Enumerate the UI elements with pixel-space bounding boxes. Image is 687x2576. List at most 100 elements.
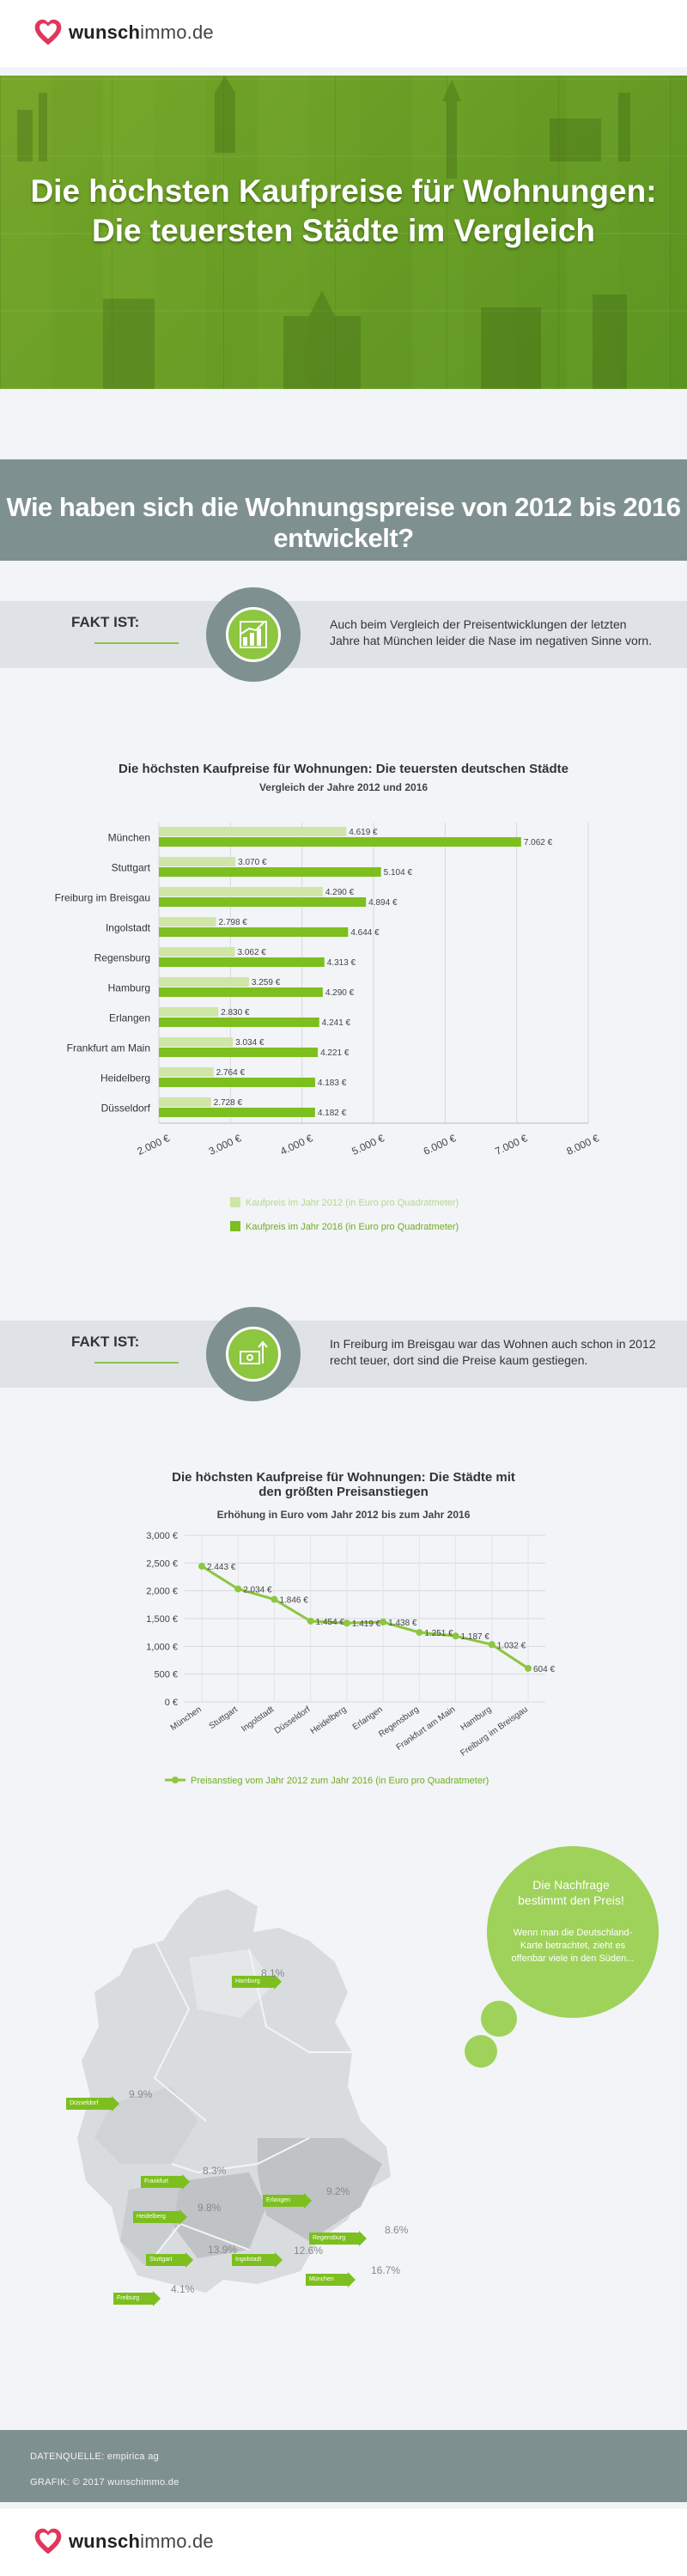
x-tick-label: Heidelberg [309,1704,349,1736]
x-tick-label: 7.000 € [493,1132,529,1157]
brand-name: wunschimmo.de [69,21,214,43]
fact-text: In Freiburg im Breisgau war das Wohnen a… [330,1337,656,1367]
map-pct-hamburg: 8.1% [261,1967,285,1979]
question-heading: Wie haben sich die Wohnungspreise von 20… [6,492,681,553]
category-label: Erlangen [109,1012,150,1024]
bar-value-label: 4.619 € [349,828,378,837]
data-label: 1.187 € [461,1632,490,1642]
thought-bubble-dot [481,2001,517,2037]
bar-value-label: 4.644 € [350,928,380,938]
bar-value-label: 7.062 € [524,838,553,848]
map-pct-heidelberg: 9.8% [198,2202,222,2214]
y-tick-label: 2,000 € [146,1587,178,1597]
hero-banner: Die höchsten Kaufpreise für Wohnungen: Di… [0,76,687,389]
fact-bar-1: FAKT IST: Auch beim Vergleich der Preise… [0,601,687,668]
category-label: Frankfurt am Main [67,1042,150,1054]
bar-2016 [159,1018,319,1027]
bar-2012 [159,947,235,957]
bar-2012 [159,1067,214,1077]
bar-value-label: 4.290 € [325,988,355,998]
bar-2016 [159,927,349,937]
thought-bubble [487,1846,659,2018]
x-tick-label: Stuttgart [208,1704,240,1731]
fact-text: Auch beim Vergleich der Preisentwicklung… [330,617,653,647]
bar-2016 [159,897,367,907]
bar-value-label: 4.183 € [318,1078,347,1088]
brand-logo[interactable]: wunschimmo.de [33,2526,214,2557]
map-tag-stuttgart: Stuttgart [146,2252,195,2268]
bar-value-label: 3.062 € [238,948,267,957]
category-label: Hamburg [108,982,150,994]
x-tick-label: 6.000 € [422,1132,458,1157]
chart2-title: Die höchsten Kaufpreise für Wohnungen: D… [172,1470,515,1499]
data-label: 1.454 € [316,1618,345,1627]
bar-value-label: 3.259 € [252,978,281,987]
hero-city-collage [0,76,687,389]
data-label: 1.438 € [388,1619,417,1628]
bar-value-label: 4.894 € [368,898,398,908]
y-tick-label: 2,500 € [146,1558,178,1569]
x-tick-label: Erlangen [351,1704,385,1732]
bar-2012 [159,1037,234,1047]
bar-2012 [159,1097,211,1107]
category-label: Ingolstadt [106,922,151,934]
bar-value-label: 3.034 € [235,1038,264,1048]
bar-value-label: 2.764 € [216,1068,246,1078]
fact-icon-circle [206,1307,301,1401]
data-label: 1.032 € [497,1641,526,1650]
fact-label: FAKT IST: [71,614,140,630]
x-tick-label: 4.000 € [278,1132,314,1157]
map-pct-duesseldorf: 9.9% [129,2088,153,2100]
data-point [525,1664,532,1672]
bar-value-label: 2.798 € [219,918,248,927]
x-tick-label: München [169,1704,204,1733]
map-tag-heidelberg: Heidelberg [133,2209,187,2225]
y-tick-label: 0 € [165,1698,178,1708]
chart2-line-chart: 0 € 500 € 1,000 € 1,500 € 2,000 € 2,500 € 3,00… [146,1531,555,1786]
bar-2012 [159,917,216,927]
bar-2016 [159,957,325,967]
y-tick-label: 1,500 € [146,1614,178,1625]
footer-credit: GRAFIK: © 2017 wunschimmo.de [30,2477,179,2488]
x-tick-label: 8.000 € [565,1132,601,1157]
data-label: 1.419 € [352,1619,381,1629]
brand-logo[interactable]: wunschimmo.de [33,17,214,48]
chart2-subtitle: Erhöhung in Euro vom Jahr 2012 bis zum J… [216,1509,471,1521]
bar-value-label: 3.070 € [238,858,267,867]
data-label: 1.251 € [424,1629,453,1638]
map-tag-erlangen: Erlangen [263,2193,313,2208]
data-point [452,1632,459,1640]
data-point [234,1585,242,1593]
bar-value-label: 2.830 € [221,1008,250,1018]
bubble-text: Wenn man die Deutschland- Karte betrachte… [511,1928,635,1964]
bar-value-label: 4.182 € [318,1109,347,1118]
chart-growth-icon [226,607,281,662]
data-label: 1.846 € [279,1596,308,1606]
fact-label: FAKT IST: [71,1334,140,1350]
category-label: Freiburg im Breisgau [55,892,150,904]
bar-value-label: 2.728 € [214,1098,243,1108]
bar-2016 [159,1108,315,1117]
category-label: München [108,832,150,844]
brand-heart-icon [34,19,62,46]
bar-2016 [159,1048,319,1057]
category-label: Düsseldorf [101,1103,151,1115]
x-tick-label: 2.000 € [136,1132,172,1157]
category-label: Heidelberg [100,1072,150,1084]
fact-divider [94,642,179,644]
brand-name: wunschimmo.de [69,2530,214,2552]
bar-2012 [159,887,323,896]
data-point [380,1619,387,1626]
series-line [201,1564,529,1670]
map-pct-frankfurt: 8.3% [203,2165,227,2177]
legend-label: Kaufpreis im Jahr 2012 (in Euro pro Quad… [246,1198,459,1208]
map-pct-muenchen: 16.7% [371,2264,401,2276]
data-point [488,1641,495,1649]
data-label: 604 € [533,1665,555,1674]
map-tag-regensburg: Regensburg [309,2231,368,2246]
map-pct-erlangen: 9.2% [326,2185,350,2197]
data-label: 2.034 € [243,1585,272,1595]
x-tick-label: Freiburg im Breisgau [459,1704,529,1758]
bar-value-label: 4.241 € [322,1018,351,1028]
brand-heart-icon [34,2528,62,2555]
